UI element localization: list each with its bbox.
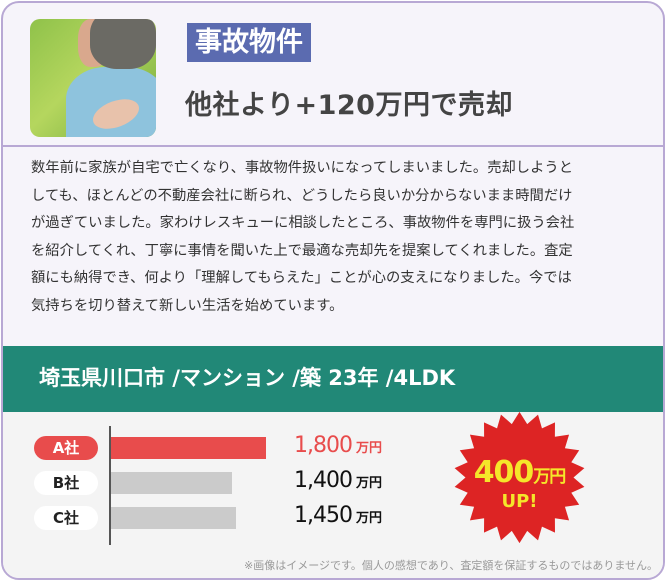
- divider: [3, 145, 663, 147]
- price-number: 1,800: [294, 433, 353, 458]
- badge-up: UP!: [501, 491, 538, 512]
- bar-A社: [111, 437, 266, 459]
- property-band: 埼玉県川口市 /マンション /築 23年 /4LDK: [3, 346, 663, 412]
- property-info: 埼玉県川口市 /マンション /築 23年 /4LDK: [39, 366, 456, 390]
- company-label: A社: [34, 436, 98, 460]
- price-unit: 万円: [355, 441, 382, 456]
- company-label: B社: [34, 471, 98, 495]
- company-label: C社: [34, 506, 98, 530]
- starburst-shape: [454, 411, 585, 544]
- bar-C社: [111, 507, 236, 529]
- price-value: 1,400 万円: [294, 468, 382, 493]
- body-line: 額にも納得でき、何より「理解してもらえた」ことが心の支えになりました。今では: [31, 270, 572, 286]
- customer-photo: [30, 19, 156, 137]
- headline: 他社より+120万円で売却: [185, 90, 513, 121]
- price-unit: 万円: [355, 511, 382, 526]
- body-line: を紹介してくれ、丁寧に事情を聞いた上で最適な売却先を提案してくれました。査定: [31, 242, 573, 259]
- badge-amount: 400: [473, 455, 535, 490]
- chart-axis: [109, 426, 111, 545]
- price-value: 1,450 万円: [294, 503, 382, 528]
- price-number: 1,400: [294, 468, 353, 493]
- testimonial-body: 数年前に家族が自宅で亡くなり、事故物件扱いになってしまいました。売却しようと し…: [31, 155, 651, 320]
- badge-unit: 万円: [533, 467, 566, 487]
- body-line: しても、ほとんどの不動産会社に断られ、どうしたら良いか分からないまま時間だけ: [31, 187, 573, 204]
- price-value: 1,800 万円: [294, 433, 382, 458]
- bar-B社: [111, 472, 232, 494]
- starburst-badge: [454, 411, 585, 544]
- price-unit: 万円: [355, 476, 382, 491]
- price-number: 1,450: [294, 503, 353, 528]
- body-line: 数年前に家族が自宅で亡くなり、事故物件扱いになってしまいました。売却しようと: [31, 160, 573, 176]
- category-tag: 事故物件: [187, 23, 311, 62]
- body-line: 気持ちを切り替えて新しい生活を始めています。: [31, 297, 344, 314]
- disclaimer: ※画像はイメージです。個人の感想であり、査定額を保証するものではありません。: [243, 559, 658, 572]
- badge-text: 400万円 UP!: [452, 458, 587, 512]
- body-line: が過ぎていました。家わけレスキューに相談したところ、事故物件を専門に扱う会社: [31, 215, 575, 231]
